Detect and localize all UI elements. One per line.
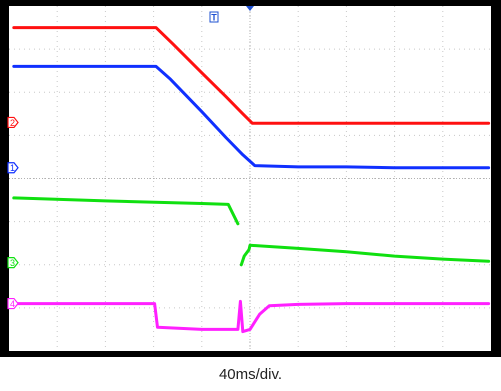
trigger-marker-box (209, 11, 219, 23)
channel-marker-ch2 (7, 116, 19, 129)
scope-plot: 2 1 3 4 T (7, 6, 491, 351)
channel-marker-ch4 (7, 297, 19, 310)
channel-marker-label: 4 (10, 299, 15, 309)
oscilloscope-screen: 2 1 3 4 T (0, 0, 501, 357)
channel-marker-ch3 (7, 256, 19, 269)
trace-ch4 (12, 299, 491, 334)
trace-ch3 (12, 196, 240, 226)
trace-ch3 (239, 243, 491, 267)
trace-ch1 (12, 64, 491, 170)
trigger-position-marker (246, 6, 254, 11)
x-axis-scale-label: 40ms/div. (218, 366, 283, 383)
channel-marker-ch1 (7, 162, 19, 174)
channel-marker-label: 2 (10, 118, 15, 128)
trigger-marker-label: T (211, 13, 217, 23)
trace-ch2 (12, 26, 491, 125)
channel-marker-label: 1 (10, 163, 15, 173)
channel-marker-label: 3 (10, 258, 15, 268)
